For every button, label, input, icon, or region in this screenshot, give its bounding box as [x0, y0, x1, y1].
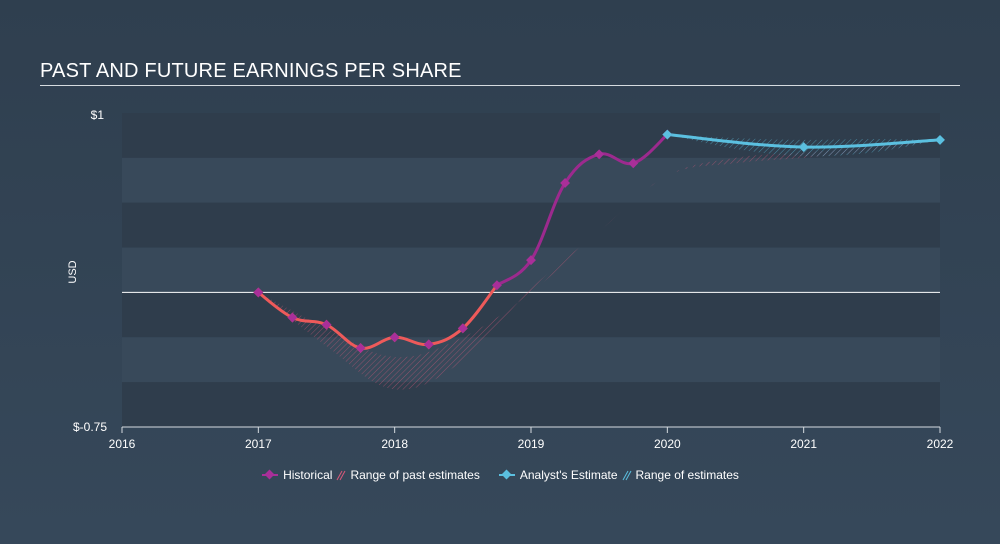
grid-band: [122, 382, 940, 427]
x-tick-label: 2022: [927, 437, 954, 451]
historical-point: [253, 287, 264, 298]
legend-past-range-label: Range of past estimates: [350, 468, 480, 482]
historical-point: [628, 158, 639, 169]
legend-future-range[interactable]: Range of estimates: [622, 468, 739, 482]
analyst-swatch-icon: [498, 469, 515, 480]
historical-point: [287, 312, 298, 323]
analyst-estimate-point: [935, 134, 945, 145]
historical-point: [355, 343, 366, 354]
historical-point: [491, 280, 502, 291]
legend-historical-label: Historical: [283, 468, 333, 482]
historical-point: [560, 178, 571, 188]
grid-band: [122, 157, 940, 203]
analyst-estimate-point: [662, 129, 673, 140]
x-tick-label: 2021: [790, 437, 817, 451]
title-divider: [40, 85, 960, 86]
grid-band: [122, 337, 940, 383]
x-tick-label: 2019: [518, 437, 545, 451]
x-tick-label: 2017: [245, 437, 272, 451]
legend-past-range[interactable]: Range of past estimates: [336, 468, 480, 482]
historical-point: [594, 149, 605, 160]
grid-band: [122, 202, 940, 248]
historical-point: [321, 319, 332, 330]
chart-title: PAST AND FUTURE EARNINGS PER SHARE: [40, 60, 462, 82]
x-tick-label: 2020: [654, 437, 681, 451]
legend-analyst-label: Analyst's Estimate: [519, 468, 618, 482]
grid-band: [122, 292, 940, 338]
analyst-estimate-point: [798, 142, 809, 153]
y-tick-label-min: $-0.75: [73, 420, 107, 434]
grid-band: [122, 247, 940, 293]
future-range-swatch-icon: [622, 470, 631, 481]
past-range-swatch-icon: [337, 470, 346, 481]
x-tick-label: 2018: [381, 437, 408, 451]
historical-point: [389, 332, 400, 343]
historical-point: [423, 339, 434, 350]
legend-analyst[interactable]: Analyst's Estimate: [498, 468, 618, 482]
x-tick-label: 2016: [109, 437, 136, 451]
historical-point: [526, 255, 536, 266]
historical-point: [457, 323, 468, 334]
legend-historical[interactable]: Historical: [261, 468, 332, 482]
y-tick-label-max: $1: [91, 108, 105, 122]
legend: Historical Range of past estimates Analy…: [0, 468, 1000, 482]
background-bands: [122, 113, 940, 427]
y-axis-label: USD: [67, 260, 79, 283]
historical-swatch-icon: [262, 469, 279, 480]
legend-future-range-label: Range of estimates: [635, 468, 739, 482]
